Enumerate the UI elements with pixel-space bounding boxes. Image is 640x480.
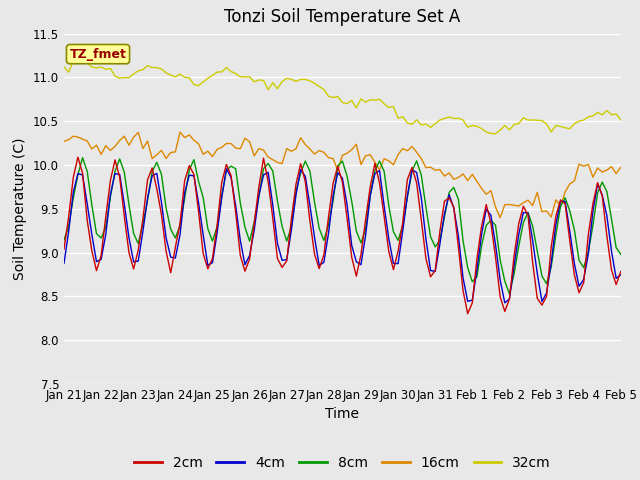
Text: TZ_fmet: TZ_fmet (70, 48, 127, 60)
Legend: 2cm, 4cm, 8cm, 16cm, 32cm: 2cm, 4cm, 8cm, 16cm, 32cm (128, 450, 557, 475)
X-axis label: Time: Time (325, 408, 360, 421)
Title: Tonzi Soil Temperature Set A: Tonzi Soil Temperature Set A (224, 9, 461, 26)
Y-axis label: Soil Temperature (C): Soil Temperature (C) (13, 138, 28, 280)
